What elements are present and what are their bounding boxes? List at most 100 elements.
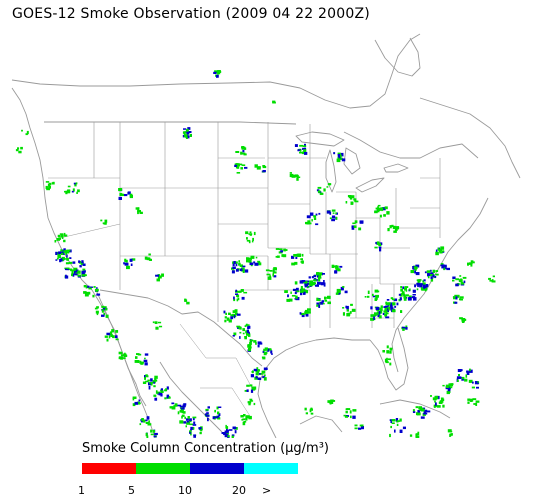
smoke-pixel (339, 154, 342, 158)
smoke-pixel (230, 314, 233, 317)
smoke-pixel (118, 351, 123, 355)
smoke-pixel (449, 433, 452, 437)
smoke-pixel (103, 306, 107, 309)
smoke-pixel (371, 293, 374, 297)
smoke-pixel (185, 418, 189, 421)
smoke-pixel (385, 316, 390, 319)
smoke-pixel (245, 417, 248, 421)
smoke-pixel (425, 284, 429, 288)
smoke-pixel (257, 369, 260, 372)
smoke-pixel (435, 270, 439, 272)
legend-tick-1: 1 (78, 484, 85, 497)
smoke-pixel (240, 289, 244, 292)
smoke-pixel (404, 286, 409, 288)
smoke-pixel (206, 414, 210, 417)
smoke-pixel (81, 273, 86, 277)
smoke-pixel (52, 181, 55, 185)
smoke-pixel (354, 198, 357, 202)
cuba-outline (379, 399, 451, 419)
smoke-pixel (420, 416, 425, 419)
smoke-pixel (142, 381, 147, 384)
smoke-pixel (111, 329, 115, 333)
smoke-pixel (241, 269, 245, 272)
smoke-pixel (449, 386, 453, 389)
smoke-pixel (198, 427, 202, 430)
smoke-pixel (444, 264, 447, 267)
smoke-pixel (193, 434, 196, 438)
smoke-pixel (304, 311, 307, 315)
smoke-pixel (447, 388, 451, 392)
smoke-pixel (468, 262, 473, 265)
legend-title: Smoke Column Concentration (μg/m³) (82, 441, 329, 456)
smoke-pixel (75, 269, 79, 272)
smoke-pixel (402, 426, 406, 430)
smoke-pixel (258, 373, 261, 375)
smoke-pixel (214, 416, 218, 419)
smoke-pixel (469, 368, 471, 372)
smoke-pixel (17, 147, 20, 150)
smoke-pixel (179, 409, 182, 413)
smoke-pixel (164, 389, 166, 392)
smoke-pixel (256, 367, 259, 370)
smoke-pixel (383, 214, 386, 217)
smoke-pixel (412, 266, 415, 270)
smoke-pixel (387, 307, 390, 310)
smoke-pixel (103, 223, 106, 225)
smoke-pixel (148, 386, 151, 390)
smoke-pixel (290, 291, 292, 294)
smoke-pixel (457, 369, 462, 372)
smoke-pixel (189, 431, 192, 434)
smoke-pixel (378, 311, 381, 315)
smoke-pixel (337, 157, 340, 160)
smoke-pixel (344, 415, 348, 418)
smoke-pixel (243, 291, 248, 294)
smoke-pixel (154, 397, 158, 401)
smoke-pixel (224, 316, 227, 319)
smoke-pixel (388, 358, 391, 361)
smoke-pixel (468, 379, 473, 383)
smoke-pixel (239, 331, 242, 334)
smoke-pixel (375, 306, 380, 311)
smoke-pixel (137, 207, 140, 211)
smoke-pixel (243, 414, 246, 417)
smoke-pixel (327, 301, 331, 305)
smoke-pixel (476, 386, 479, 389)
smoke-pixel (295, 175, 299, 177)
smoke-pixel (73, 182, 76, 185)
smoke-pixel (109, 331, 113, 335)
smoke-pixel (294, 291, 297, 295)
smoke-pixel (225, 312, 227, 315)
smoke-pixel (262, 166, 267, 169)
smoke-pixel (263, 377, 267, 381)
smoke-pixel (301, 151, 305, 154)
smoke-pixel (184, 298, 187, 302)
smoke-pixel (400, 286, 403, 289)
smoke-pixel (384, 206, 388, 210)
smoke-pixel (459, 296, 464, 299)
smoke-pixel (141, 361, 144, 364)
smoke-pixel (252, 237, 254, 241)
smoke-pixel (216, 74, 219, 78)
smoke-pixel (442, 250, 445, 252)
smoke-pixel (56, 238, 60, 241)
smoke-pixel (216, 406, 219, 410)
smoke-pixel (315, 223, 319, 226)
smoke-pixel (321, 300, 324, 303)
smoke-pixel (316, 297, 319, 301)
smoke-pixel (300, 286, 303, 290)
smoke-pixel (67, 185, 71, 188)
smoke-pixel (82, 263, 86, 266)
smoke-pixel (72, 188, 75, 192)
smoke-pixel (248, 259, 252, 263)
smoke-pixel (231, 434, 235, 437)
smoke-pixel (207, 406, 210, 409)
smoke-pixel (367, 295, 370, 298)
smoke-pixel (378, 315, 382, 319)
smoke-pixel (245, 332, 249, 335)
smoke-pixel (45, 181, 50, 183)
smoke-pixel (352, 415, 356, 419)
legend-tick-20: 20 (232, 484, 246, 497)
smoke-pixel (18, 150, 22, 154)
smoke-pixel (59, 233, 64, 235)
smoke-pixel (20, 146, 23, 150)
